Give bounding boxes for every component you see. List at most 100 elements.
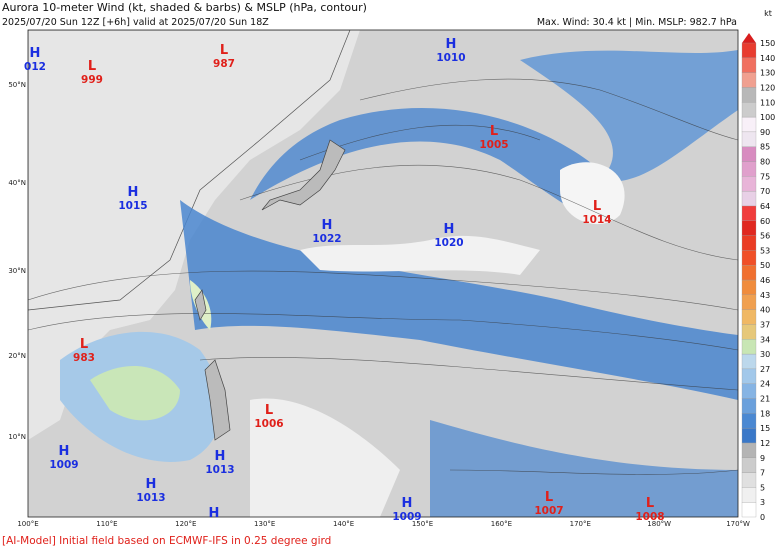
- lon-label: 150°E: [412, 520, 433, 528]
- subtitle: 2025/07/20 Sun 12Z [+6h] valid at 2025/0…: [2, 17, 269, 28]
- pressure-center-value: 1007: [534, 505, 563, 517]
- map-frame: [27, 29, 739, 518]
- colorbar-label: 50: [760, 261, 770, 270]
- footer: [AI-Model] Initial field based on ECMWF-…: [2, 535, 331, 547]
- lon-label: 170°W: [726, 520, 750, 528]
- colorbar-segment: [741, 368, 757, 384]
- colorbar-unit: kt: [764, 9, 772, 18]
- colorbar-label: 9: [760, 454, 765, 463]
- lon-label: 180°W: [647, 520, 671, 528]
- colorbar-segment: [741, 279, 757, 295]
- pressure-center-value: 1009: [392, 511, 421, 523]
- colorbar-label: 75: [760, 172, 770, 181]
- colorbar-segment: [741, 235, 757, 251]
- colorbar-segment: [741, 413, 757, 429]
- lat-label: 20°N: [8, 352, 26, 360]
- colorbar-label: 100: [760, 113, 775, 122]
- pressure-center-value: 1010: [436, 52, 465, 64]
- colorbar-segment: [741, 324, 757, 340]
- colorbar-segment: [741, 265, 757, 281]
- map-area: [28, 30, 738, 517]
- colorbar-label: 30: [760, 350, 770, 359]
- colorbar-label: 40: [760, 306, 770, 315]
- pressure-center-value: 1014: [582, 214, 611, 226]
- colorbar-segment: [741, 205, 757, 221]
- colorbar-segment: [741, 176, 757, 192]
- colorbar-segment: [741, 383, 757, 399]
- colorbar-label: 120: [760, 83, 775, 92]
- pressure-center-type: L: [490, 124, 498, 139]
- pressure-center-type: L: [545, 490, 553, 505]
- lon-label: 160°E: [491, 520, 512, 528]
- pressure-center-value: 1015: [118, 200, 147, 212]
- colorbar-segment: [741, 487, 757, 503]
- colorbar-segment: [741, 116, 757, 133]
- lon-label: 110°E: [96, 520, 117, 528]
- pressure-center-value: 1009: [49, 459, 78, 471]
- colorbar-label: 90: [760, 128, 770, 137]
- colorbar-label: 3: [760, 498, 765, 507]
- colorbar-label: 110: [760, 98, 775, 107]
- pressure-center-type: H: [322, 218, 333, 233]
- pressure-center-type: H: [215, 449, 226, 464]
- pressure-center-value: 999: [81, 74, 103, 86]
- pressure-center-value: 1006: [254, 418, 283, 430]
- colorbar-segment: [741, 87, 757, 103]
- colorbar-label: 5: [760, 483, 765, 492]
- colorbar-label: 12: [760, 439, 770, 448]
- pressure-center-type: L: [646, 496, 654, 511]
- pressure-center-value: 1022: [312, 233, 341, 245]
- pressure-center-value: 1013: [136, 492, 165, 504]
- colorbar-label: 150: [760, 39, 775, 48]
- colorbar-segment: [741, 131, 757, 147]
- pressure-center-value: 1005: [479, 139, 508, 151]
- colorbar-label: 56: [760, 232, 770, 241]
- pressure-center-value: 012: [24, 61, 46, 73]
- lon-label: 140°E: [333, 520, 354, 528]
- lat-label: 50°N: [8, 81, 26, 89]
- pressure-center-type: L: [265, 403, 273, 418]
- colorbar-label: 15: [760, 424, 770, 433]
- pressure-center-type: H: [444, 222, 455, 237]
- colorbar-label: 140: [760, 54, 775, 63]
- lon-label: 100°E: [17, 520, 38, 528]
- colorbar-segment: [741, 220, 757, 236]
- pressure-center-value: 983: [73, 352, 95, 364]
- colorbar-label: 60: [760, 217, 770, 226]
- colorbar-label: 70: [760, 187, 770, 196]
- colorbar-label: 80: [760, 158, 770, 167]
- pressure-center-type: H: [30, 46, 41, 61]
- colorbar-segment: [741, 309, 757, 325]
- colorbar-segment: [741, 190, 757, 207]
- colorbar-segment: [741, 42, 757, 58]
- lat-label: 40°N: [8, 179, 26, 187]
- pressure-center-type: H: [446, 37, 457, 52]
- lon-label: 170°E: [570, 520, 591, 528]
- colorbar-arrow: [742, 33, 756, 43]
- pressure-center-type: H: [402, 496, 413, 511]
- lon-label: 120°E: [175, 520, 196, 528]
- colorbar-label: 21: [760, 395, 770, 404]
- title: Aurora 10-meter Wind (kt, shaded & barbs…: [2, 1, 367, 14]
- colorbar-label: 85: [760, 143, 770, 152]
- colorbar-segment: [741, 398, 757, 414]
- colorbar-segment: [741, 102, 757, 118]
- colorbar-segment: [741, 146, 757, 162]
- colorbar-segment: [741, 472, 757, 488]
- pressure-center-type: H: [209, 506, 220, 521]
- colorbar-segment: [741, 161, 757, 177]
- colorbar-label: 130: [760, 69, 775, 78]
- colorbar-segment: [741, 57, 757, 73]
- pressure-center-value: 1020: [434, 237, 463, 249]
- colorbar-label: 43: [760, 291, 770, 300]
- pressure-center-value: 1008: [635, 511, 664, 523]
- colorbar-segment: [741, 294, 757, 310]
- pressure-center-type: L: [220, 43, 228, 58]
- colorbar-label: 7: [760, 469, 765, 478]
- lon-label: 130°E: [254, 520, 275, 528]
- colorbar-segment: [741, 427, 757, 444]
- pressure-center-type: L: [80, 337, 88, 352]
- pressure-center-type: H: [128, 185, 139, 200]
